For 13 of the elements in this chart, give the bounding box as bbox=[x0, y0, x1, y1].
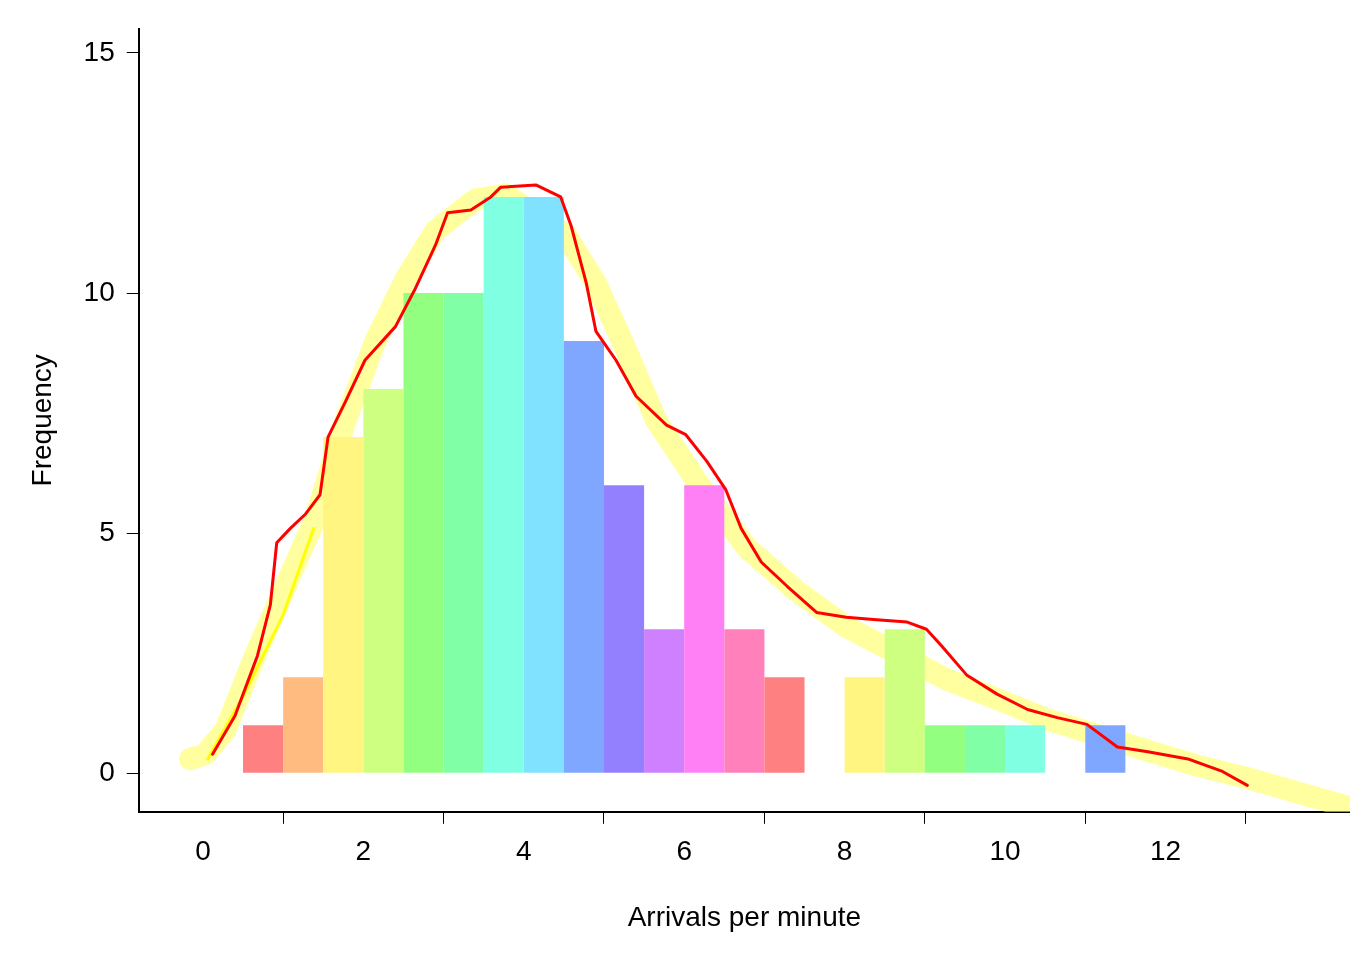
x-tick-label: 0 bbox=[195, 835, 211, 867]
x-tick-label: 10 bbox=[989, 835, 1021, 867]
y-tick-label: 0 bbox=[99, 756, 115, 788]
y-axis-title: Frequency bbox=[25, 354, 57, 487]
x-axis-title: Arrivals per minute bbox=[627, 900, 862, 932]
x-tick-label: 2 bbox=[355, 835, 372, 867]
y-tick-label: 5 bbox=[99, 515, 115, 547]
y-tick-label: 10 bbox=[83, 275, 115, 307]
x-tick-label: 8 bbox=[836, 835, 853, 867]
x-tick-label: 6 bbox=[676, 835, 692, 867]
x-tick-label: 4 bbox=[515, 835, 532, 867]
x-tick-label: 12 bbox=[1149, 835, 1182, 867]
y-tick-label: 15 bbox=[83, 35, 115, 67]
